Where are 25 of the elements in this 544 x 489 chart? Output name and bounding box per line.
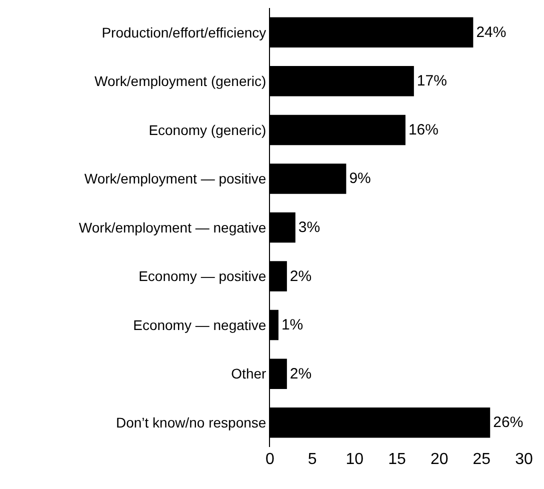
data-label: 24% [476, 24, 506, 41]
y-tick-label: Work/employment — positive [84, 170, 266, 187]
data-label: 16% [408, 121, 438, 138]
data-label: 9% [349, 170, 371, 188]
x-tick-label: 20 [430, 451, 448, 468]
y-tick-label: Work/employment (generic) [94, 73, 266, 90]
y-tick-label: Production/effort/efficiency [102, 24, 266, 40]
x-tick-label: 10 [346, 451, 364, 468]
data-label: 17% [416, 72, 447, 90]
x-tick-label: 30 [515, 451, 533, 468]
x-tick-label: 5 [308, 451, 317, 468]
data-label: 2% [290, 365, 312, 382]
y-tick-label: Work/employment — negative [78, 219, 266, 236]
data-label: 3% [298, 219, 320, 236]
y-tick-label: Economy (generic) [148, 122, 266, 138]
data-label: 26% [493, 414, 524, 432]
y-tick-label: Economy — positive [138, 268, 266, 284]
y-tick-label: Other [231, 366, 267, 382]
x-tick-label: 15 [388, 451, 406, 468]
x-tick-label: 25 [472, 451, 491, 468]
data-label: 2% [290, 268, 312, 285]
y-tick-label: Don’t know/no response [116, 414, 266, 431]
y-tick-label: Economy — negative [133, 316, 266, 333]
data-label: 1% [281, 316, 304, 334]
x-tick-label: 0 [266, 451, 275, 468]
